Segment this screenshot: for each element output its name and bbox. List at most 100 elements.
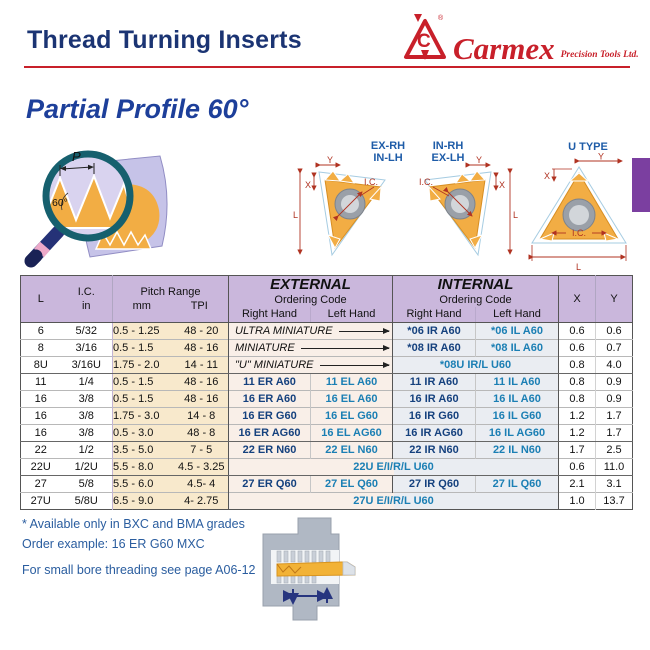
svg-text:L: L [293, 210, 298, 220]
cell-external-rh: 16 ER AG60 [228, 424, 311, 442]
svg-text:C: C [417, 31, 431, 52]
cell-ic: 3/8 [60, 407, 113, 425]
cell-pitch-tpi: 48 - 16 [174, 373, 229, 391]
cell-pitch-tpi: 14 - 8 [174, 407, 229, 425]
cell-internal-rh: *06 IR A60 [392, 322, 476, 340]
cell-ic: 1/2U [60, 458, 113, 476]
col-header-external: EXTERNAL Ordering Code Right Hand Left H… [228, 275, 393, 323]
cell-external-rh: 22 ER N60 [228, 441, 311, 459]
arrow-right-icon [319, 361, 390, 368]
footnote-small-bore: For small bore threading see page A06-12 [22, 563, 256, 577]
thread-profile-magnifier-illustration: P 60° [24, 149, 168, 268]
cell-ic: 3/16 [60, 339, 113, 357]
cell-l: 8 [20, 339, 61, 357]
cell-x: 0.6 [558, 339, 596, 357]
col-header-x: X [558, 275, 596, 323]
cell-pitch-tpi: 4.5- 4 [174, 475, 229, 493]
cell-ic: 3/8 [60, 424, 113, 442]
cell-y: 13.7 [595, 492, 633, 510]
cell-l: 16 [20, 424, 61, 442]
cell-pitch-mm: 1.75 - 3.0 [112, 407, 175, 425]
svg-text:I.C.: I.C. [364, 177, 378, 187]
cell-internal-lh: 16 IL G60 [475, 407, 559, 425]
series-label: MINIATURE [235, 342, 295, 354]
cell-l: 11 [20, 373, 61, 391]
cell-external-rh: 11 ER A60 [228, 373, 311, 391]
col-header-internal: INTERNAL Ordering Code Right Hand Left H… [392, 275, 559, 323]
svg-text:Y: Y [476, 156, 482, 165]
table-row: 16 3/8 0.5 - 1.5 48 - 16 16 ER A60 16 EL A60 1… [20, 390, 633, 408]
cell-external-rh: 16 ER A60 [228, 390, 311, 408]
cell-pitch-tpi: 4- 2.75 [174, 492, 229, 510]
cell-external-lh: 22 EL N60 [310, 441, 393, 459]
cell-ic: 3/8 [60, 390, 113, 408]
table-row: 6 5/32 0.5 - 1.25 48 - 20 ULTRA MINIATURE *06… [20, 322, 633, 340]
cell-internal-lh: 11 IL A60 [475, 373, 559, 391]
cell-external-lh: 11 EL A60 [310, 373, 393, 391]
cell-x: 1.2 [558, 424, 596, 442]
cell-pitch-tpi: 14 - 11 [174, 356, 229, 374]
cell-pitch-mm: 0.5 - 1.25 [112, 322, 175, 340]
table-row: 8 3/16 0.5 - 1.5 48 - 16 MINIATURE *08 IR A60… [20, 339, 633, 357]
cell-internal-rh: 22 IR N60 [392, 441, 476, 459]
insert2-caption: IN-RH EX-LH [431, 140, 465, 164]
utype-caption: U TYPE [568, 141, 608, 153]
cell-internal-span: *08U IR/L U60 [392, 356, 559, 374]
table-row: 22U 1/2U 5.5 - 8.0 4.5 - 3.25 22U E/I/R/L U6… [20, 458, 633, 476]
insert1-caption: EX-RH IN-LH [370, 140, 406, 164]
cell-ic: 3/16U [60, 356, 113, 374]
footnote-order-example: Order example: 16 ER G60 MXC [22, 537, 205, 551]
section-title: Partial Profile 60° [26, 94, 249, 124]
col-header-y: Y [595, 275, 633, 323]
cell-pitch-tpi: 4.5 - 3.25 [174, 458, 229, 476]
cell-y: 2.5 [595, 441, 633, 459]
cell-pitch-mm: 0.5 - 1.5 [112, 390, 175, 408]
cell-x: 1.7 [558, 441, 596, 459]
cell-pitch-mm: 0.5 - 3.0 [112, 424, 175, 442]
cell-y: 1.7 [595, 424, 633, 442]
cell-pitch-mm: 3.5 - 5.0 [112, 441, 175, 459]
insert-diagram-utype: Y X I.C. L [528, 153, 627, 272]
cell-y: 0.9 [595, 373, 633, 391]
cell-ic: 5/32 [60, 322, 113, 340]
svg-text:L: L [513, 210, 518, 220]
footnote-grades: * Available only in BXC and BMA grades [22, 517, 245, 531]
cell-ic: 5/8U [60, 492, 113, 510]
cell-internal-lh: 22 IL N60 [475, 441, 559, 459]
cell-pitch-mm: 0.5 - 1.5 [112, 339, 175, 357]
page-edge-tab [632, 158, 650, 212]
table-row: 27U 5/8U 6.5 - 9.0 4- 2.75 27U E/I/R/L U60 1.… [20, 492, 633, 510]
cell-ic: 1/4 [60, 373, 113, 391]
cell-internal-lh: *06 IL A60 [475, 322, 559, 340]
cell-l: 22 [20, 441, 61, 459]
cell-l: 6 [20, 322, 61, 340]
table-row: 16 3/8 0.5 - 3.0 48 - 8 16 ER AG60 16 EL AG60… [20, 424, 633, 442]
cell-y: 0.7 [595, 339, 633, 357]
cell-l: 16 [20, 407, 61, 425]
cell-external-lh: 27 EL Q60 [310, 475, 393, 493]
insert-diagram-inrh: L Y X I.C. [419, 156, 518, 257]
cell-l: 22U [20, 458, 61, 476]
cell-x: 1.0 [558, 492, 596, 510]
arrow-right-icon [300, 344, 391, 351]
svg-text:I.C.: I.C. [572, 228, 586, 238]
cell-y: 3.1 [595, 475, 633, 493]
cell-x: 0.8 [558, 390, 596, 408]
svg-text:Y: Y [598, 153, 604, 162]
cell-internal-rh: *08 IR A60 [392, 339, 476, 357]
series-label: "U" MINIATURE [235, 359, 314, 371]
cell-external-series-label: "U" MINIATURE [228, 356, 393, 374]
cell-l: 27U [20, 492, 61, 510]
cell-ic: 5/8 [60, 475, 113, 493]
cell-external-lh: 16 EL A60 [310, 390, 393, 408]
cell-pitch-tpi: 48 - 16 [174, 339, 229, 357]
cell-x: 1.2 [558, 407, 596, 425]
cell-internal-lh: *08 IL A60 [475, 339, 559, 357]
cell-y: 11.0 [595, 458, 633, 476]
col-header-pitch: Pitch Range mm TPI [112, 275, 229, 323]
cell-pitch-mm: 0.5 - 1.5 [112, 373, 175, 391]
cell-internal-rh: 16 IR AG60 [392, 424, 476, 442]
table-header: L I.C. in Pitch Range mm TPI EXTERNAL [20, 275, 633, 323]
header-divider [24, 66, 630, 68]
cell-pitch-tpi: 48 - 20 [174, 322, 229, 340]
